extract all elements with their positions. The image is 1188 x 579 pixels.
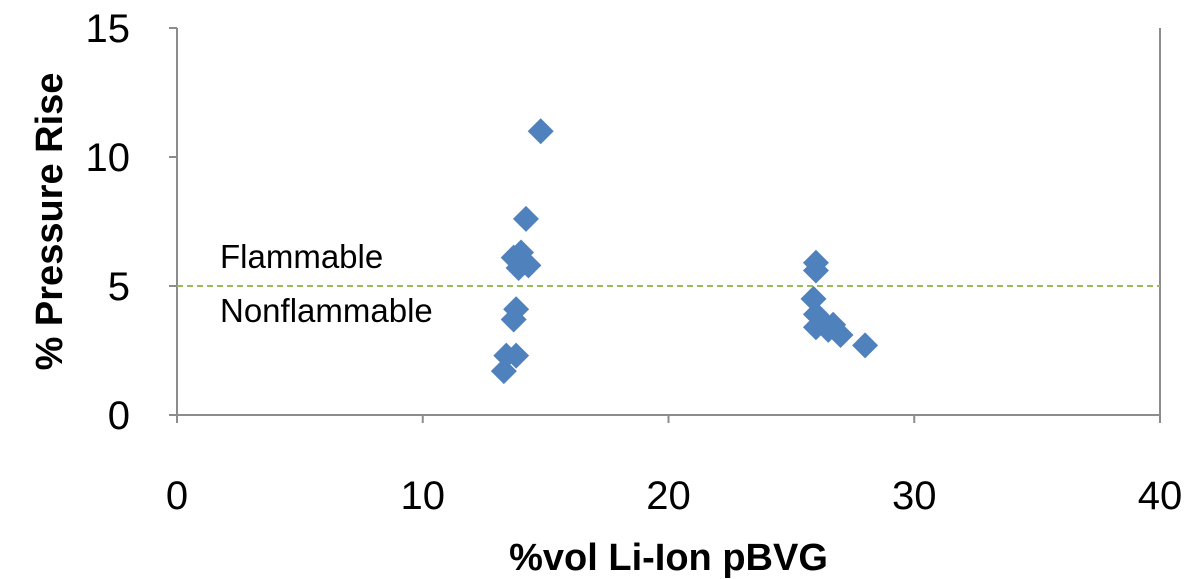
- x-tick-label: 0: [166, 474, 188, 518]
- annotation-flammable: Flammable: [220, 238, 383, 275]
- data-point: [512, 205, 539, 232]
- data-point: [493, 342, 520, 369]
- chart-axes: [176, 28, 1161, 416]
- x-tick-label: 30: [892, 474, 937, 518]
- data-point: [827, 322, 854, 349]
- data-point: [852, 332, 879, 359]
- x-axis-ticks: 0 10 20 30 40: [166, 415, 1182, 518]
- data-point: [500, 306, 527, 333]
- x-tick-label: 20: [646, 474, 691, 518]
- annotation-nonflammable: Nonflammable: [220, 292, 433, 329]
- data-point: [802, 257, 829, 284]
- y-axis-title: % Pressure Rise: [29, 73, 71, 371]
- x-tick-label: 10: [401, 474, 446, 518]
- data-point: [490, 358, 517, 385]
- x-tick-label: 40: [1138, 474, 1183, 518]
- y-tick-label: 10: [86, 136, 131, 180]
- y-axis-ticks: 0 5 10 15: [86, 7, 177, 438]
- y-tick-label: 5: [108, 265, 130, 309]
- data-point: [527, 118, 554, 145]
- data-points: [490, 118, 879, 385]
- data-point: [800, 285, 827, 312]
- data-point: [505, 254, 532, 281]
- x-axis-title: %vol Li-Ion pBVG: [509, 537, 828, 579]
- y-tick-label: 15: [86, 7, 131, 51]
- y-tick-label: 0: [108, 394, 130, 438]
